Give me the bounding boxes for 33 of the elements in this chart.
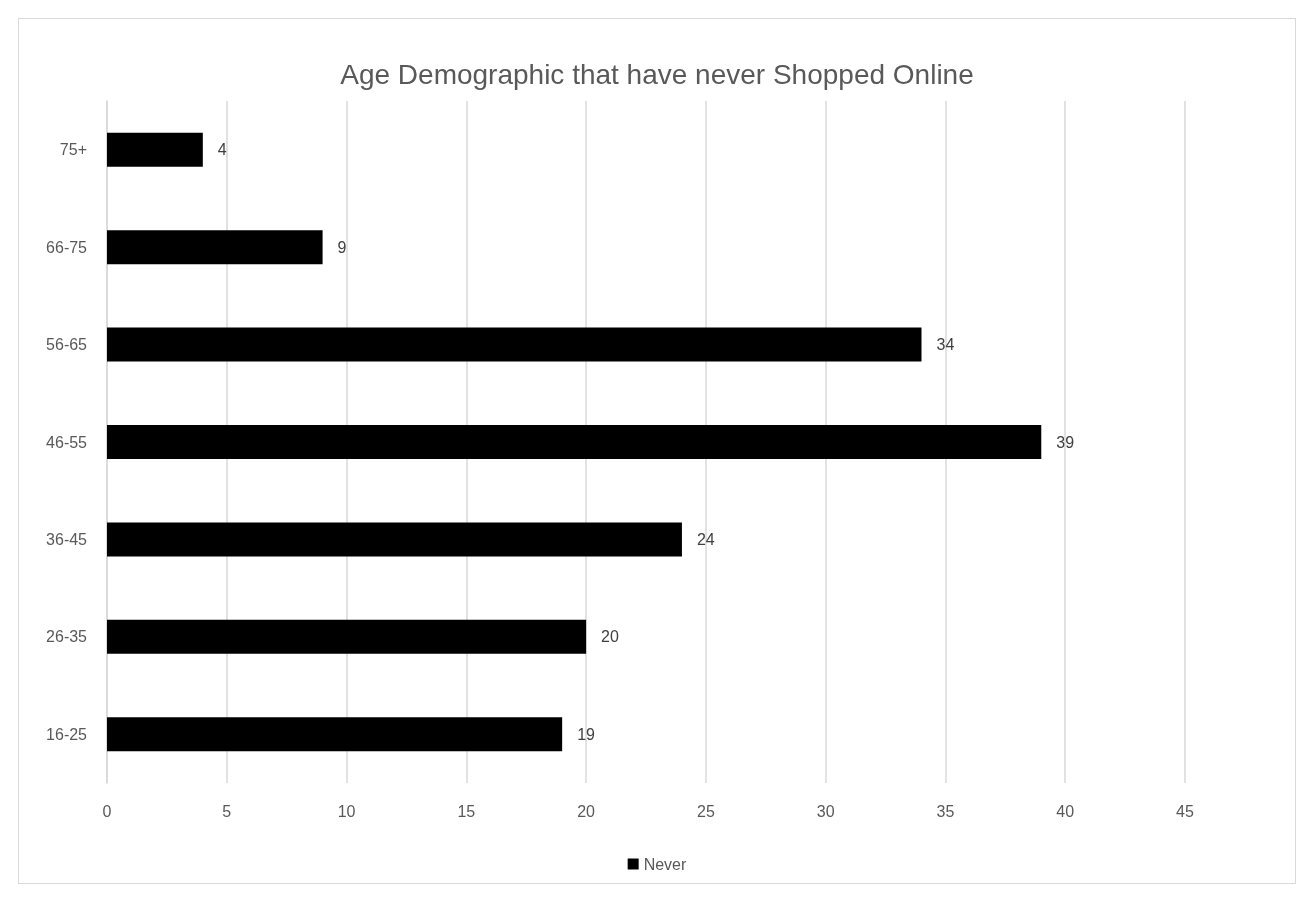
data-label: 39 xyxy=(1056,433,1075,451)
bar xyxy=(107,327,922,362)
y-tick-label: 46-55 xyxy=(46,433,88,451)
x-tick-label: 45 xyxy=(1176,802,1194,820)
chart-title: Age Demographic that have never Shopped Online xyxy=(340,58,974,90)
bar xyxy=(107,230,323,265)
data-label: 4 xyxy=(217,141,227,159)
x-tick-label: 10 xyxy=(337,802,356,820)
bar xyxy=(107,717,563,752)
y-tick-label: 66-75 xyxy=(46,238,88,256)
bar xyxy=(107,425,1042,459)
data-label: 19 xyxy=(577,725,596,743)
x-tick-label: 40 xyxy=(1056,802,1075,820)
data-label: 34 xyxy=(936,336,955,354)
data-label: 20 xyxy=(601,628,620,646)
data-label: 9 xyxy=(337,238,347,256)
bar xyxy=(107,132,203,167)
y-tick-label: 56-65 xyxy=(46,336,88,354)
x-tick-label: 30 xyxy=(816,802,835,820)
x-tick-label: 25 xyxy=(696,802,715,820)
y-tick-label: 26-35 xyxy=(46,628,88,646)
x-tick-label: 0 xyxy=(102,802,112,820)
x-tick-label: 15 xyxy=(457,802,476,820)
y-tick-label: 75+ xyxy=(59,141,87,159)
bar xyxy=(107,522,682,557)
x-tick-label: 5 xyxy=(222,802,232,820)
y-tick-label: 36-45 xyxy=(46,530,88,548)
x-tick-label: 20 xyxy=(577,802,596,820)
bar xyxy=(107,619,587,654)
y-tick-label: 16-25 xyxy=(46,725,88,743)
legend-label: Never xyxy=(643,855,688,873)
x-tick-label: 35 xyxy=(936,802,955,820)
data-label: 24 xyxy=(696,530,715,548)
